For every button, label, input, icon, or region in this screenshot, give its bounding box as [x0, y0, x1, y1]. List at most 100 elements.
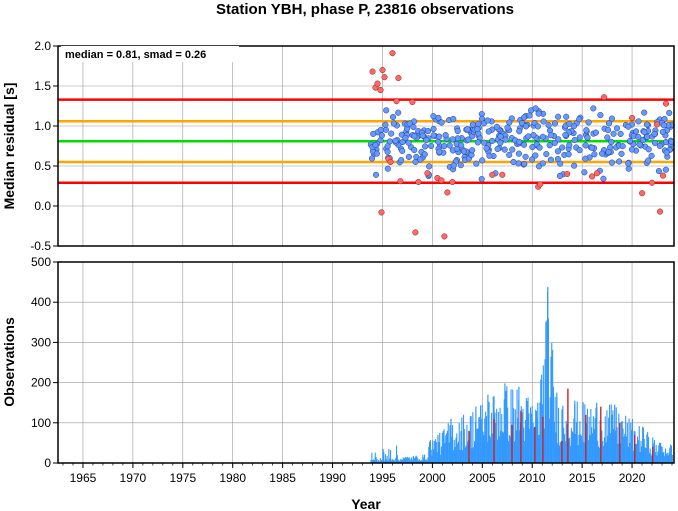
observation-bar: [564, 441, 566, 463]
observation-bar: [427, 457, 429, 463]
observation-bar: [434, 441, 436, 463]
residual-point: [436, 148, 443, 155]
outlier-point: [629, 114, 636, 122]
observation-bar: [523, 427, 525, 463]
observation-bar: [386, 456, 388, 463]
observation-bar: [429, 441, 431, 463]
observation-bar: [529, 428, 531, 463]
residual-point: [581, 169, 588, 176]
observation-bar: [627, 446, 629, 463]
residual-point: [641, 129, 648, 136]
y-tick-label: 0.0: [34, 199, 51, 213]
observation-bar: [586, 408, 588, 463]
observation-bar: [439, 432, 441, 463]
observation-bar: [484, 418, 486, 463]
residual-point: [430, 132, 437, 139]
residual-point: [398, 157, 405, 164]
observation-peak-bar: [574, 400, 576, 463]
residual-point: [506, 151, 513, 158]
highlight-bar: [585, 414, 587, 463]
observation-bar: [480, 405, 482, 463]
observation-bar: [609, 404, 611, 463]
residual-point: [458, 142, 465, 149]
observation-bar: [502, 432, 504, 463]
observation-bar: [435, 439, 437, 463]
observation-bar: [491, 412, 493, 463]
residual-point: [525, 133, 532, 140]
residual-point: [625, 165, 632, 172]
observation-bar: [381, 460, 383, 463]
residual-point: [372, 141, 379, 149]
residual-point: [617, 130, 624, 137]
outlier-point: [441, 233, 448, 240]
observation-bar: [420, 460, 422, 463]
residual-point: [469, 121, 476, 128]
residual-point: [543, 151, 550, 158]
outlier-point: [499, 171, 506, 178]
y-tick-label: 400: [31, 295, 51, 309]
observation-bar: [462, 450, 464, 463]
observation-bar: [463, 429, 465, 463]
residual-panel: -0.5 0.0 0.5 1.0 1.5 2.0 median = 0.81, smad …: [1, 39, 675, 253]
observation-bar: [515, 430, 517, 463]
observation-bar: [655, 445, 657, 463]
residual-point: [510, 158, 517, 166]
residual-frame: [57, 45, 675, 247]
highlight-bar: [634, 434, 636, 463]
observation-bar: [425, 459, 427, 463]
observation-bar: [402, 457, 404, 463]
observation-bar: [576, 401, 578, 463]
observation-bar: [391, 458, 393, 463]
y-tick-label: 1.5: [34, 79, 51, 93]
residual-point: [655, 168, 662, 175]
observation-bar: [495, 423, 497, 463]
observation-peak-bar: [450, 418, 452, 463]
observation-bar: [419, 460, 421, 463]
observation-bar: [371, 452, 373, 463]
observation-peak-bar: [660, 442, 662, 463]
observation-bar: [418, 460, 420, 463]
observation-bar: [472, 412, 474, 463]
observation-peak-bar: [504, 383, 506, 463]
outlier-point: [397, 178, 404, 185]
observation-bar: [611, 414, 613, 463]
observation-bar: [648, 437, 650, 463]
observation-bar: [466, 424, 468, 463]
observation-bar: [577, 445, 579, 463]
observation-bar: [531, 406, 533, 463]
residual-point: [502, 136, 509, 143]
observation-bar: [605, 442, 607, 463]
outlier-point: [424, 170, 431, 177]
highlight-bar: [493, 418, 495, 463]
observation-bar: [615, 407, 617, 463]
outlier-point: [537, 181, 544, 188]
outlier-point: [449, 178, 456, 186]
observation-bar: [588, 416, 590, 463]
observation-bar: [530, 413, 532, 463]
residual-point: [545, 122, 552, 129]
y-tick-label: 2.0: [34, 39, 51, 53]
observation-bar: [500, 431, 502, 463]
observation-bar: [524, 441, 526, 463]
observation-bar: [620, 421, 622, 463]
outlier-point: [659, 172, 667, 179]
observation-bar: [443, 429, 445, 463]
residual-point: [635, 118, 642, 125]
residual-point: [426, 163, 433, 170]
observation-bar: [581, 435, 583, 463]
observation-bar: [606, 410, 608, 463]
highlight-bar: [567, 388, 569, 463]
observation-bar: [405, 456, 407, 463]
observation-bar: [513, 408, 515, 463]
y-tick-label: 1.0: [34, 119, 51, 133]
residual-point: [597, 112, 604, 119]
residual-point: [405, 139, 412, 146]
residual-point: [554, 148, 561, 155]
residual-point: [529, 144, 536, 151]
residual-point: [645, 146, 652, 153]
observation-bar: [398, 460, 400, 463]
residual-point: [411, 133, 418, 140]
observation-bar: [457, 443, 459, 463]
outlier-point: [564, 170, 571, 178]
observation-bar: [649, 448, 651, 463]
